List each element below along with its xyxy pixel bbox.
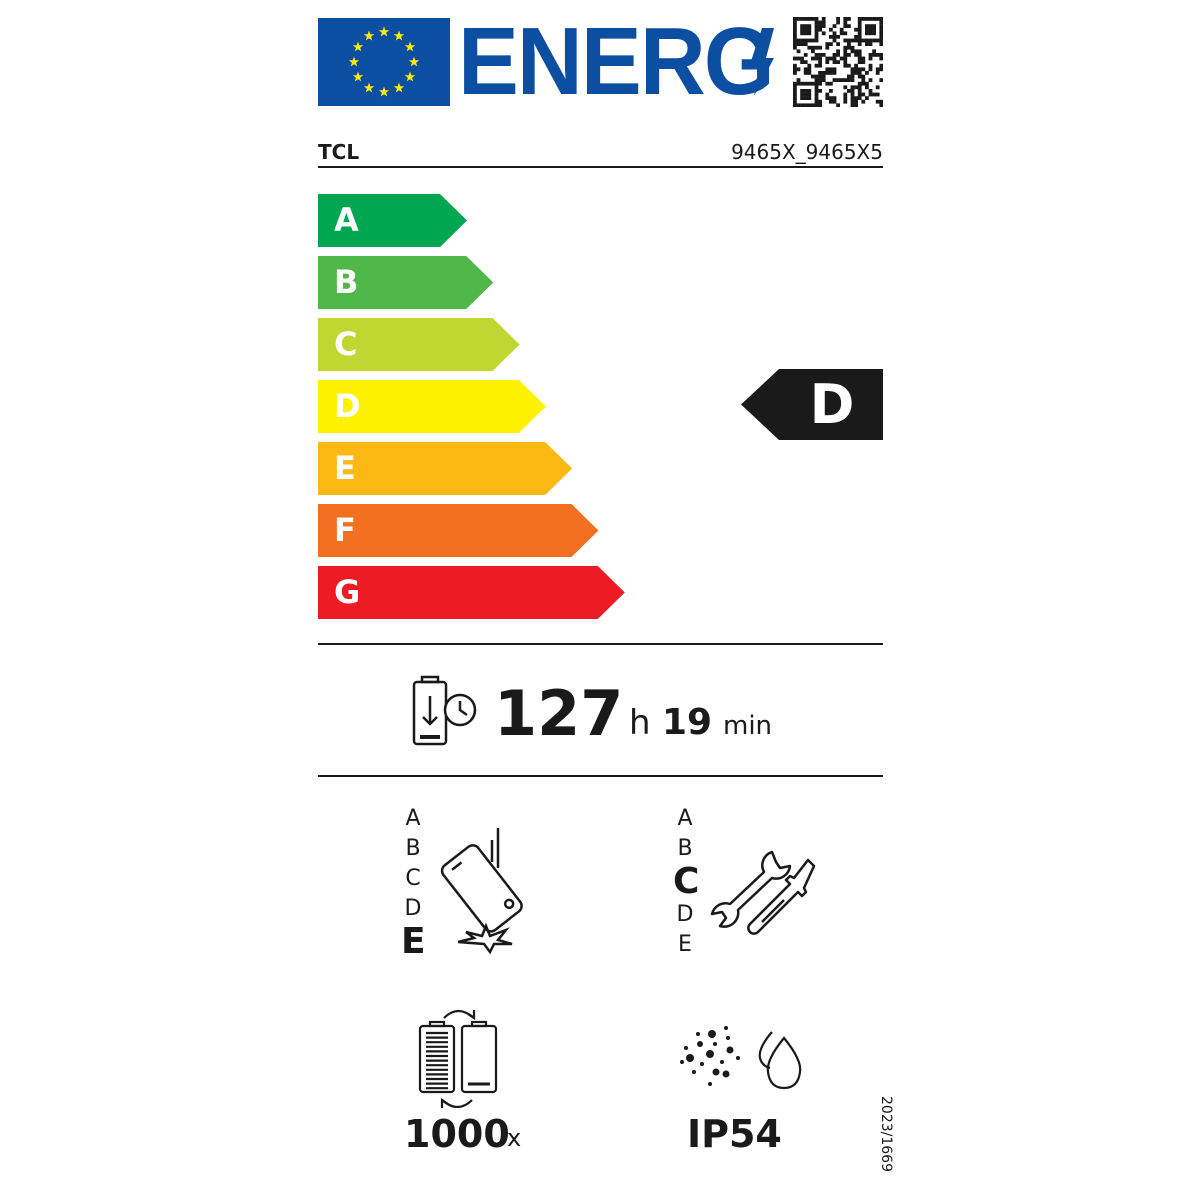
energy-class-letter: F xyxy=(334,511,356,549)
eu-star-icon xyxy=(352,71,364,82)
energy-class-bar-c xyxy=(318,318,520,371)
energy-wordmark: ENERG xyxy=(458,8,775,115)
brand-name: TCL xyxy=(318,140,360,164)
eu-star-icon xyxy=(404,41,416,52)
energy-rating-letter: D xyxy=(809,373,855,436)
regulation-number: 2023/1669 xyxy=(878,1096,894,1172)
eu-star-icon xyxy=(378,86,390,97)
endurance-minutes: 19 xyxy=(662,702,713,743)
battery-cycles-value: 1000 xyxy=(404,1112,510,1156)
scale-letter-selected: C xyxy=(673,861,700,902)
wrench-screwdriver-icon xyxy=(710,850,816,935)
scale-letter: D xyxy=(404,896,422,921)
eu-star-icon xyxy=(363,82,375,93)
phone-drop-icon xyxy=(440,828,523,955)
energy-class-scale xyxy=(318,194,625,619)
scale-letter: E xyxy=(678,932,692,957)
qr-code-icon xyxy=(793,17,883,107)
energy-class-letter: A xyxy=(334,201,359,239)
energy-rating-indicator xyxy=(741,369,883,440)
eu-star-icon xyxy=(393,30,405,41)
eu-star-icon xyxy=(393,82,405,93)
battery-endurance-icon xyxy=(412,675,477,746)
endurance-hours: 127 xyxy=(494,677,624,750)
scale-letter: A xyxy=(677,806,693,831)
eu-star-icon xyxy=(348,56,360,67)
energy-class-letter: B xyxy=(334,263,359,301)
eu-star-icon xyxy=(404,71,416,82)
divider xyxy=(318,775,883,777)
scale-letter-selected: E xyxy=(401,921,426,962)
ip-rating-value: IP54 xyxy=(687,1112,782,1156)
divider xyxy=(318,643,883,645)
eu-star-icon xyxy=(363,30,375,41)
energy-class-bar-f xyxy=(318,504,599,557)
eu-flag-icon xyxy=(318,18,450,106)
scale-letter: D xyxy=(676,902,694,927)
endurance-minutes-unit: min xyxy=(723,711,773,741)
energy-class-letter: C xyxy=(334,325,358,363)
model-number: 9465X_9465X5 xyxy=(731,140,883,164)
scale-letter: B xyxy=(677,836,693,861)
scale-letter: B xyxy=(405,836,421,861)
dust-water-icon xyxy=(680,1026,802,1090)
energy-class-bar-a xyxy=(318,194,467,247)
eu-star-icon xyxy=(408,56,420,67)
energy-class-bar-g xyxy=(318,566,625,619)
scale-letter: C xyxy=(405,866,421,891)
divider xyxy=(318,166,883,168)
energy-class-letter: E xyxy=(334,449,356,487)
battery-cycles-unit: x xyxy=(507,1124,522,1152)
battery-cycles-icon xyxy=(418,1009,498,1108)
energy-class-bar-e xyxy=(318,442,573,495)
energy-class-bar-b xyxy=(318,256,494,309)
scale-letter: A xyxy=(405,806,421,831)
eu-star-icon xyxy=(378,26,390,37)
endurance-hours-unit: h xyxy=(629,703,651,743)
lightning-icon xyxy=(750,28,774,96)
eu-star-icon xyxy=(352,41,364,52)
energy-class-letter: G xyxy=(334,573,361,611)
energy-class-bar-d xyxy=(318,380,546,433)
energy-class-letter: D xyxy=(334,387,361,425)
